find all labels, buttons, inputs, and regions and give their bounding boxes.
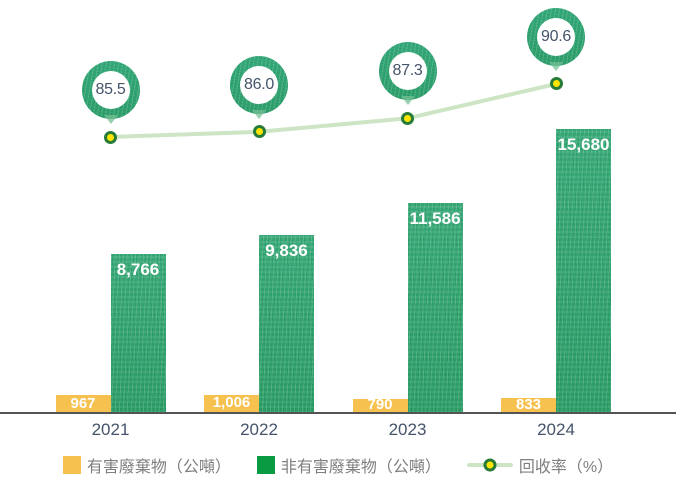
nonhazardous-bar-2023 <box>407 202 463 413</box>
year-label-2023: 2023 <box>388 420 427 439</box>
x-axis-line <box>0 412 676 414</box>
hazardous-value-label: 1,006 <box>212 394 251 412</box>
recovery-badge-2023: 87.3 <box>378 42 437 101</box>
recovery-line-path <box>108 82 558 139</box>
recovery-badge-2022: 86.0 <box>230 55 288 114</box>
legend-line-marker-icon <box>466 458 513 472</box>
recovery-dot-2022 <box>252 125 266 139</box>
legend-label-nonhazardous: 非有害廢棄物（公噸） <box>280 459 441 476</box>
nonhazardous-value-label: 8,766 <box>116 260 160 279</box>
recovery-dot-2023 <box>401 111 414 125</box>
year-label-2021: 2021 <box>91 420 130 439</box>
legend-label-hazardous: 有害廢棄物（公噸） <box>86 459 231 476</box>
hazardous-value-label: 833 <box>515 395 542 413</box>
nonhazardous-bar-2021 <box>110 254 166 413</box>
nonhazardous-bar-2022 <box>259 234 314 413</box>
hazardous-bar-2023 <box>352 398 408 413</box>
badge-pointer-icon <box>103 115 118 124</box>
recovery-badge-2024: 90.6 <box>527 7 585 66</box>
nonhazardous-value-label: 15,680 <box>557 134 610 154</box>
recovery-badge-value: 85.5 <box>91 71 130 109</box>
legend: 有害廢棄物（公噸） 非有害廢棄物（公噸） 回收率（%） <box>0 453 676 477</box>
badge-pointer-icon <box>252 109 266 119</box>
year-label-2024: 2024 <box>537 420 575 439</box>
recovery-badge-value: 87.3 <box>388 52 427 91</box>
recovery-badge-value: 86.0 <box>240 65 278 104</box>
legend-swatch-hazardous <box>62 456 81 474</box>
legend-swatch-nonhazardous <box>256 456 275 474</box>
legend-marker-dot-icon <box>483 458 497 472</box>
hazardous-value-label: 967 <box>70 394 96 412</box>
legend-item-hazardous: 有害廢棄物（公噸） <box>62 453 231 477</box>
legend-item-recovery-rate: 回收率（%） <box>466 453 614 477</box>
nonhazardous-value-label: 11,586 <box>409 208 461 228</box>
recovery-badge-2021: 85.5 <box>81 61 140 119</box>
legend-item-nonhazardous: 非有害廢棄物（公噸） <box>256 453 441 477</box>
hazardous-bar-2022 <box>204 394 259 413</box>
year-label-2022: 2022 <box>240 420 278 439</box>
recovery-dot-2024 <box>549 77 563 91</box>
hazardous-value-label: 790 <box>367 396 393 414</box>
hazardous-bar-2024 <box>501 397 556 413</box>
badge-pointer-icon <box>400 96 415 106</box>
badge-pointer-icon <box>549 61 563 71</box>
nonhazardous-bar-2024 <box>556 128 611 413</box>
legend-label-recovery-rate: 回收率（%） <box>518 459 614 476</box>
nonhazardous-value-label: 9,836 <box>265 240 308 260</box>
recovery-dot-2021 <box>104 130 117 144</box>
hazardous-bar-2021 <box>55 395 111 413</box>
recovery-badge-value: 90.6 <box>537 17 575 56</box>
